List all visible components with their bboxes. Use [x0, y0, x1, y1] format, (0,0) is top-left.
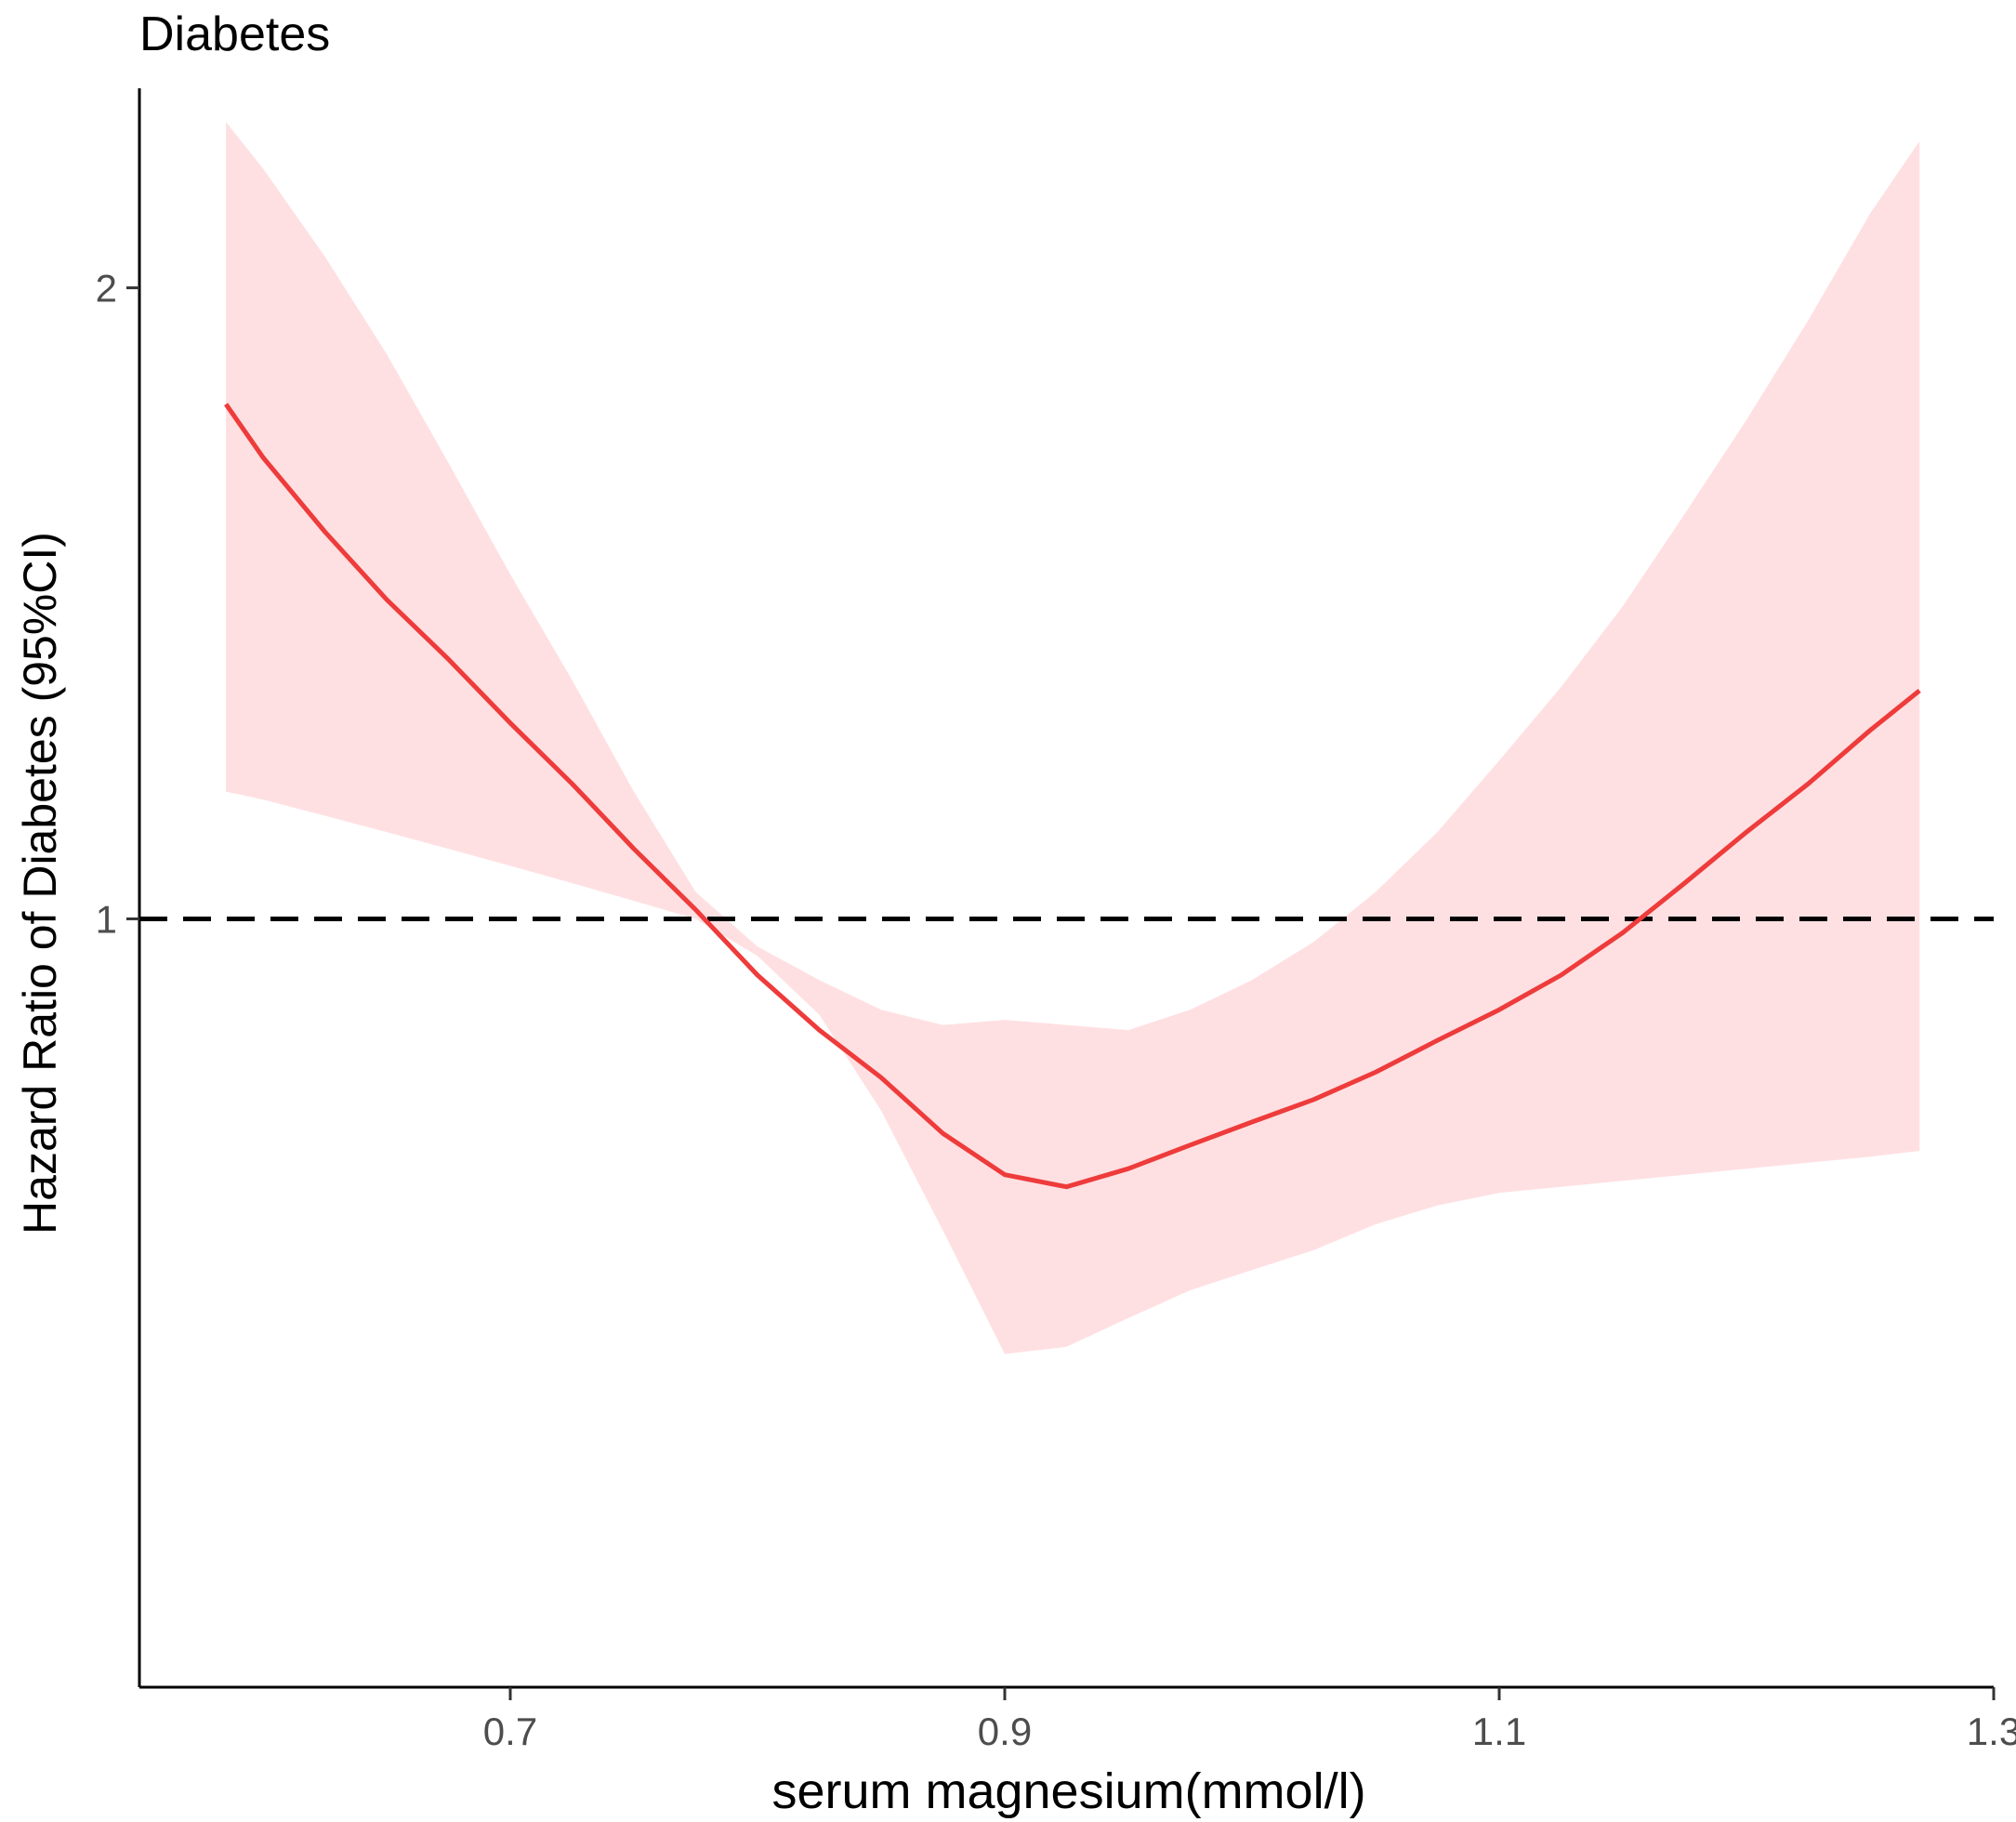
y-tick-label: 2	[96, 267, 117, 310]
hazard-ratio-line	[224, 403, 1921, 1190]
x-tick-label: 1.3	[1967, 1710, 2016, 1753]
x-axis-label: serum magnesium(mmol/l)	[771, 1763, 1365, 1819]
y-ticks: 12	[96, 267, 139, 941]
y-axis-label: Hazard Ratio of Diabetes (95%CI)	[14, 532, 66, 1234]
x-tick-label: 0.7	[483, 1710, 537, 1753]
x-tick-label: 0.9	[978, 1710, 1032, 1753]
confidence-band	[226, 122, 1920, 1354]
x-ticks: 0.7 0.9 1.1 1.3	[483, 1687, 2016, 1753]
plot-area	[139, 122, 1994, 1354]
x-tick-label: 1.1	[1472, 1710, 1526, 1753]
y-tick-label: 1	[96, 897, 117, 941]
chart-title: Diabetes	[139, 7, 330, 61]
